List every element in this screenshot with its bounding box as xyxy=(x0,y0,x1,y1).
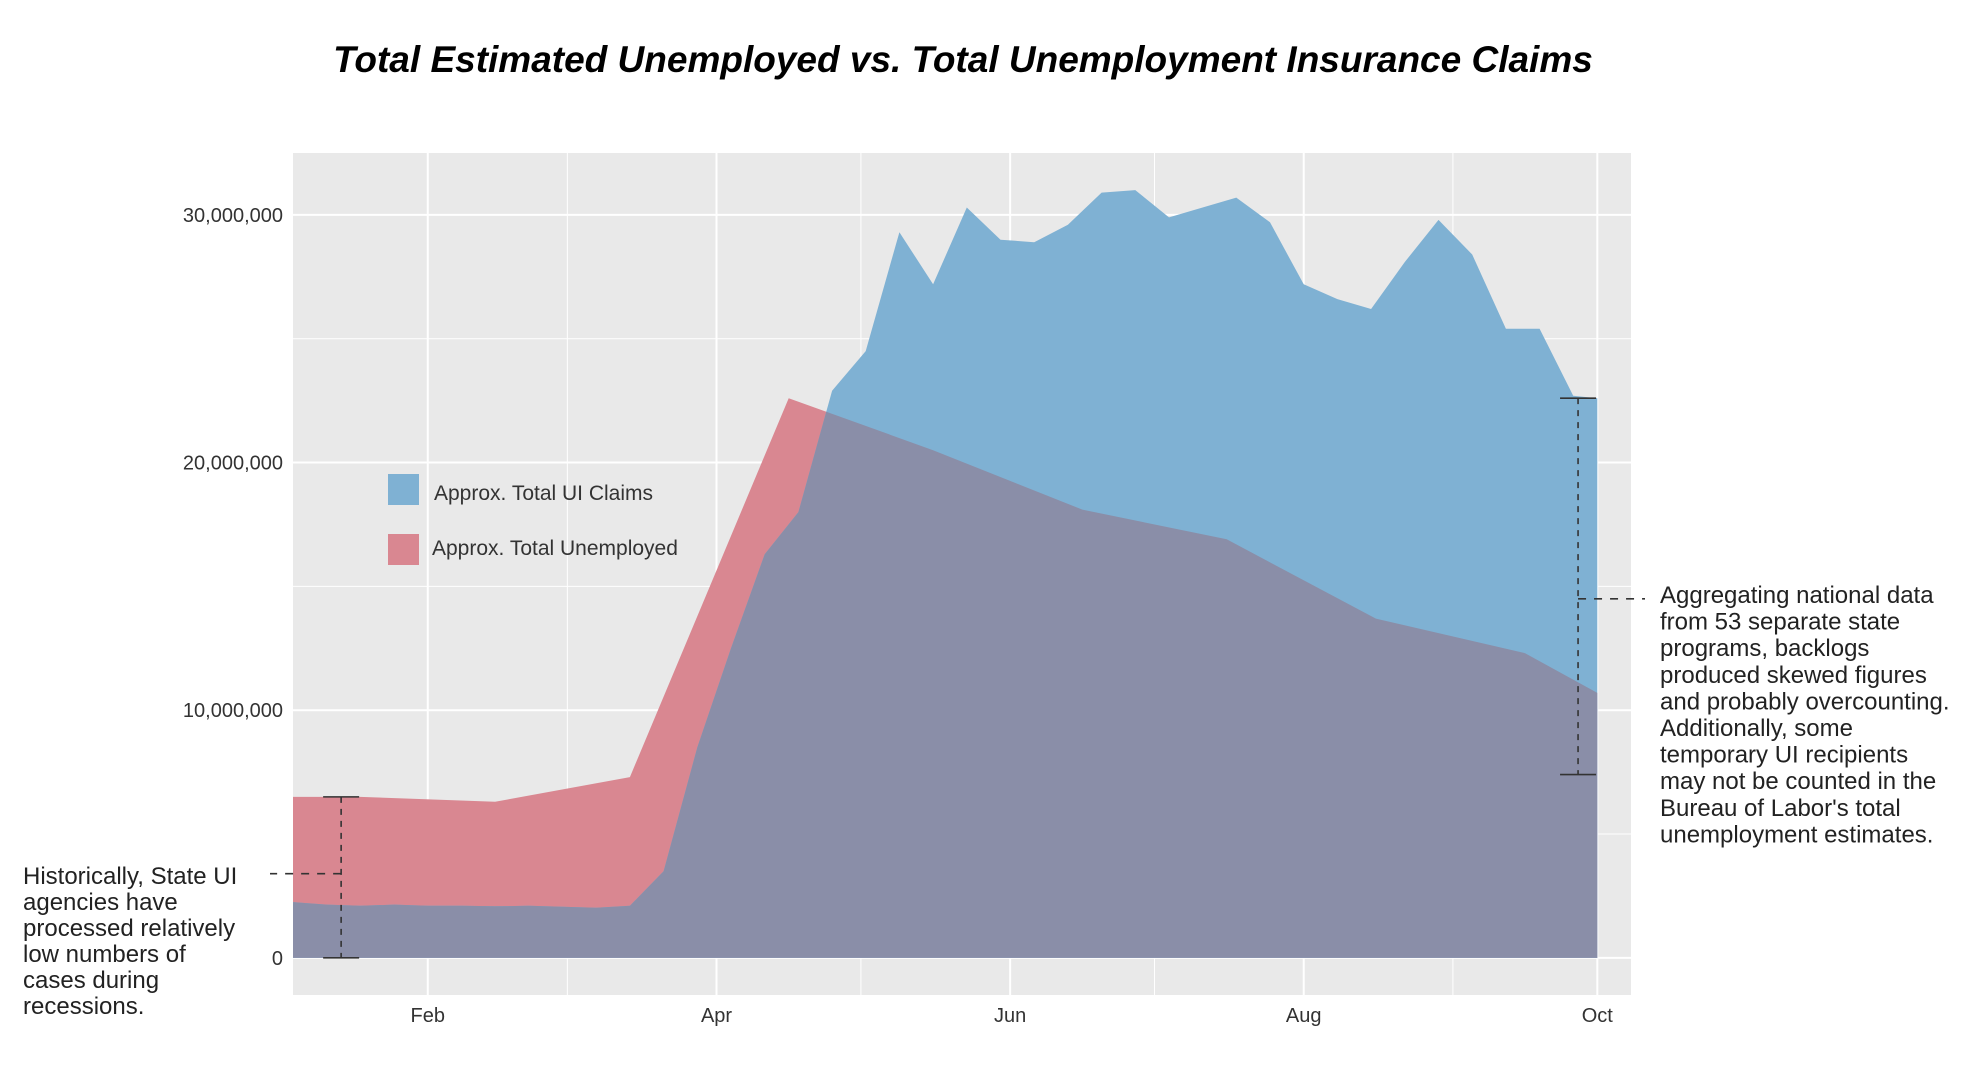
annotation-left-line: agencies have xyxy=(23,889,178,916)
annotation-right-line: programs, backlogs xyxy=(1660,635,1869,662)
annotation-left-line: low numbers of xyxy=(23,941,186,968)
x-tick-label: Oct xyxy=(1582,1005,1614,1027)
legend: Approx. Total UI Claims Approx. Total Un… xyxy=(388,474,678,565)
chart-title: Total Estimated Unemployed vs. Total Une… xyxy=(333,39,1593,80)
annotation-left-line: cases during xyxy=(23,967,159,994)
annotation-left-line: recessions. xyxy=(23,993,144,1020)
annotation-right-line: produced skewed figures xyxy=(1660,662,1927,689)
legend-label-unemployed: Approx. Total Unemployed xyxy=(432,537,678,560)
annotation-brackets xyxy=(270,397,1645,959)
areas xyxy=(293,190,1598,958)
x-tick-label: Apr xyxy=(701,1005,732,1027)
x-axis: Feb Apr Jun Aug Oct xyxy=(411,1005,1614,1027)
x-tick-label: Feb xyxy=(411,1005,445,1027)
area-overlap xyxy=(293,398,1598,958)
annotation-right-line: Bureau of Labor's total xyxy=(1660,795,1901,822)
annotation-left: Historically, State UI agencies have pro… xyxy=(23,863,244,1020)
y-tick-label: 30,000,000 xyxy=(183,205,283,227)
annotation-right-line: Additionally, some xyxy=(1660,715,1853,742)
y-tick-label: 0 xyxy=(272,948,283,970)
x-tick-label: Aug xyxy=(1286,1005,1322,1027)
annotation-right-line: from 53 separate state xyxy=(1660,609,1900,636)
x-tick-label: Jun xyxy=(994,1005,1026,1027)
annotation-left-line: processed relatively xyxy=(23,915,235,942)
legend-swatch-unemployed xyxy=(388,534,419,565)
annotation-left-line: Historically, State UI xyxy=(23,863,237,890)
annotation-right-line: unemployment estimates. xyxy=(1660,821,1933,848)
y-tick-label: 10,000,000 xyxy=(183,700,283,722)
annotation-right-line: may not be counted in the xyxy=(1660,768,1936,795)
legend-swatch-ui-claims xyxy=(388,474,419,505)
annotation-right: Aggregating national data from 53 separa… xyxy=(1660,582,1956,848)
y-axis: 0 10,000,000 20,000,000 30,000,000 xyxy=(183,205,283,970)
legend-label-ui-claims: Approx. Total UI Claims xyxy=(434,482,653,505)
y-tick-label: 20,000,000 xyxy=(183,453,283,475)
annotation-right-line: Aggregating national data xyxy=(1660,582,1934,609)
annotation-right-line: and probably overcounting. xyxy=(1660,688,1950,715)
annotation-right-line: temporary UI recipients xyxy=(1660,742,1908,769)
